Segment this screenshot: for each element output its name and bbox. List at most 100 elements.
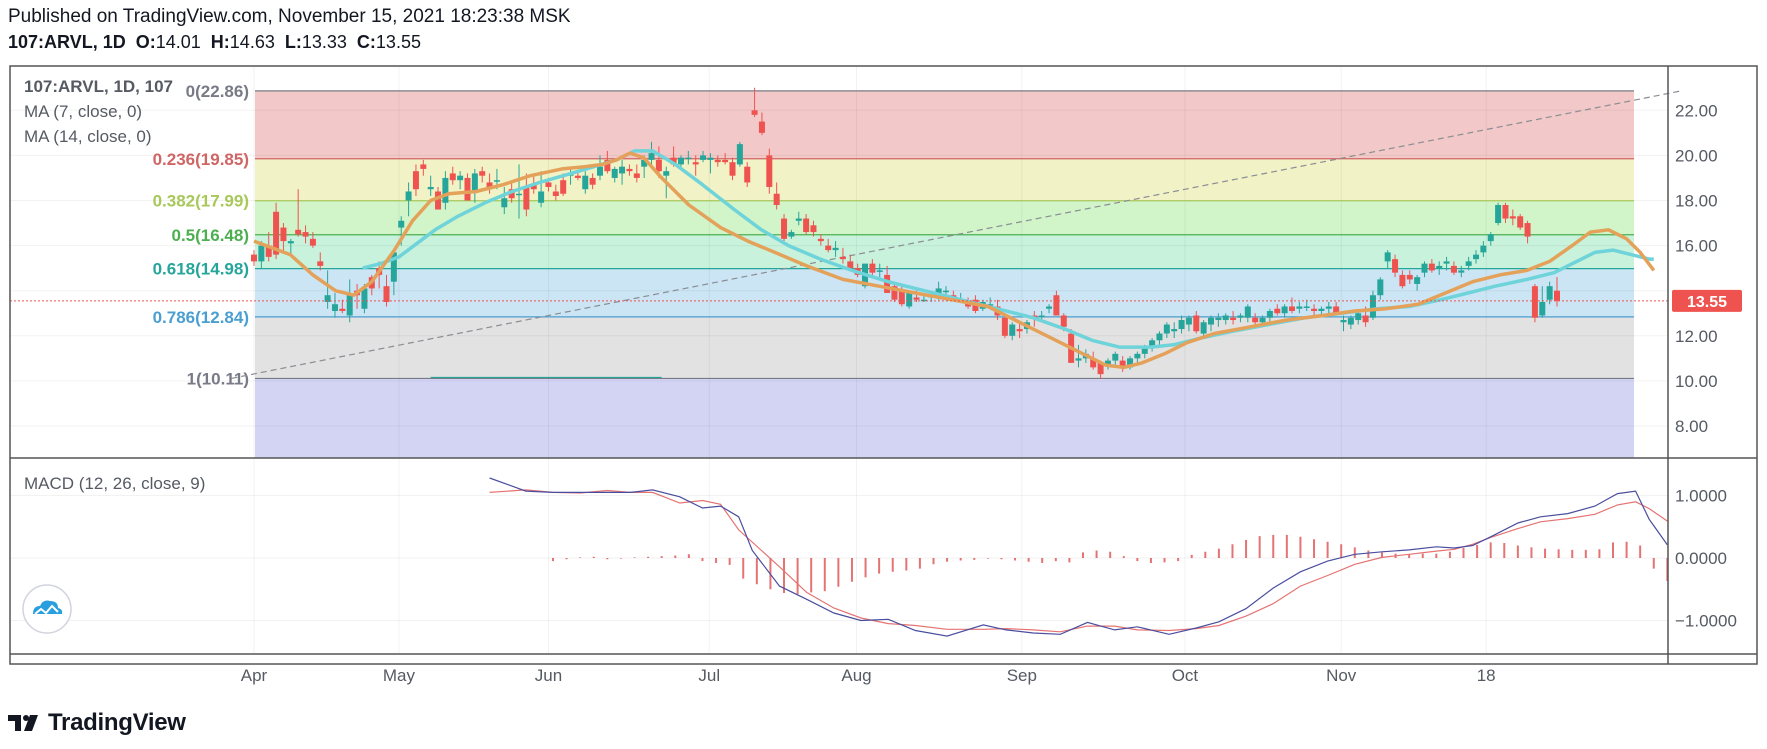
- candle-body: [847, 261, 854, 269]
- candle-body: [265, 245, 272, 257]
- candle-body: [1517, 216, 1524, 228]
- candle-body: [641, 159, 648, 167]
- candle-body: [633, 173, 640, 178]
- candle-body: [1274, 308, 1281, 314]
- time-axis[interactable]: Apr May Jun Jul Aug Sep Oct Nov 18: [241, 666, 1496, 685]
- legend-ma7: MA (7, close, 0): [24, 102, 142, 121]
- candle-body: [1046, 306, 1053, 309]
- candle-body: [1016, 329, 1023, 332]
- candle-body: [1163, 324, 1170, 334]
- candle-body: [471, 173, 478, 192]
- candle-body: [913, 297, 920, 300]
- price-pane[interactable]: 0(22.86) 0.236(19.85) 0.382(17.99) 0.5(16.4…: [10, 66, 1742, 458]
- candle-body: [1414, 277, 1421, 284]
- candle-body: [685, 157, 692, 160]
- candle-body: [1524, 223, 1531, 237]
- candle-body: [1127, 358, 1134, 368]
- candle-body: [412, 171, 419, 190]
- time-tick-label: Apr: [241, 666, 268, 685]
- candle-body: [1355, 313, 1362, 321]
- candle-body: [589, 177, 596, 185]
- candle-body: [722, 159, 729, 163]
- fib-zone: [255, 316, 1634, 379]
- candle-body: [1001, 317, 1008, 336]
- candle-body: [1399, 274, 1406, 287]
- candle-body: [383, 286, 390, 302]
- fib-zone: [255, 158, 1634, 201]
- ma14-line: [362, 149, 1654, 349]
- fib-level-label: 0.382(17.99): [153, 192, 249, 211]
- candle-body: [538, 191, 545, 203]
- footer-brand-text: TradingView: [48, 709, 186, 736]
- candle-body: [677, 157, 684, 165]
- fib-trend-line: [231, 90, 1682, 380]
- close-label: C:: [356, 32, 376, 52]
- candle-body: [1340, 320, 1347, 323]
- macd-pane[interactable]: 1.0000 0.0000 −1.0000: [10, 458, 1737, 654]
- time-tick-label: Oct: [1172, 666, 1199, 685]
- candle-body: [987, 304, 994, 306]
- candle-body: [869, 263, 876, 273]
- fib-zone: [255, 234, 1634, 269]
- candle-body: [295, 229, 302, 235]
- time-tick-label: Sep: [1007, 666, 1037, 685]
- fib-zone: [255, 378, 1634, 458]
- candle-body: [1252, 317, 1259, 323]
- candle-body: [1090, 358, 1097, 368]
- candle-body: [700, 155, 707, 160]
- fib-level-label: 0(22.86): [186, 82, 249, 101]
- candle-body: [751, 110, 758, 115]
- candle-body: [1097, 362, 1104, 375]
- candle-body: [876, 270, 883, 272]
- candle-body: [766, 155, 773, 187]
- candle-body: [1436, 265, 1443, 269]
- candle-body: [619, 166, 626, 174]
- candle-body: [773, 193, 780, 206]
- candle-body: [486, 182, 493, 187]
- tradingview-logo-badge[interactable]: [22, 584, 72, 634]
- candle-body: [516, 193, 523, 196]
- candle-body: [339, 308, 346, 311]
- fib-level-label: 0.786(12.84): [153, 308, 249, 327]
- candle-body: [1546, 286, 1553, 300]
- candle-body: [596, 166, 603, 176]
- candle-body: [479, 171, 486, 176]
- ohlc-header: 107:ARVL, 1D O:14.01 H:14.63 L:13.33 C:1…: [8, 32, 421, 53]
- candle-body: [1141, 347, 1148, 354]
- candle-body: [729, 162, 736, 176]
- candle-body: [1531, 286, 1538, 318]
- candle-body: [1134, 353, 1141, 359]
- candle-body: [1259, 317, 1266, 323]
- candle-body: [692, 162, 699, 165]
- candle-body: [1502, 205, 1509, 219]
- legend-macd: MACD (12, 26, close, 9): [24, 474, 205, 493]
- candle-body: [1149, 340, 1156, 348]
- candle-body: [1009, 324, 1016, 336]
- candle-body: [942, 290, 949, 293]
- candle-body: [258, 245, 265, 262]
- candle-body: [1200, 322, 1207, 334]
- candle-body: [648, 153, 655, 160]
- candle-body: [1230, 317, 1237, 321]
- candle-body: [1473, 254, 1480, 260]
- fib-zone: [255, 90, 1634, 159]
- candle-body: [655, 159, 662, 172]
- candle-body: [839, 256, 846, 260]
- candle-body: [1185, 317, 1192, 325]
- footer-brand[interactable]: TradingView: [8, 708, 186, 738]
- candle-body: [1458, 270, 1465, 273]
- macd-signal-line: [489, 489, 1668, 633]
- candle-body: [361, 288, 368, 309]
- candle-body: [545, 182, 552, 187]
- fib-level-label: 0.618(14.98): [153, 260, 249, 279]
- published-caption: Published on TradingView.com, November 1…: [8, 6, 571, 27]
- candle-body: [346, 295, 353, 316]
- candle-body: [1296, 306, 1303, 309]
- candle-body: [1465, 261, 1472, 266]
- candle-body: [1178, 320, 1185, 330]
- candle-body: [891, 286, 898, 300]
- candle-body: [1428, 263, 1435, 271]
- candle-body: [508, 189, 515, 199]
- candle-body: [1104, 360, 1111, 366]
